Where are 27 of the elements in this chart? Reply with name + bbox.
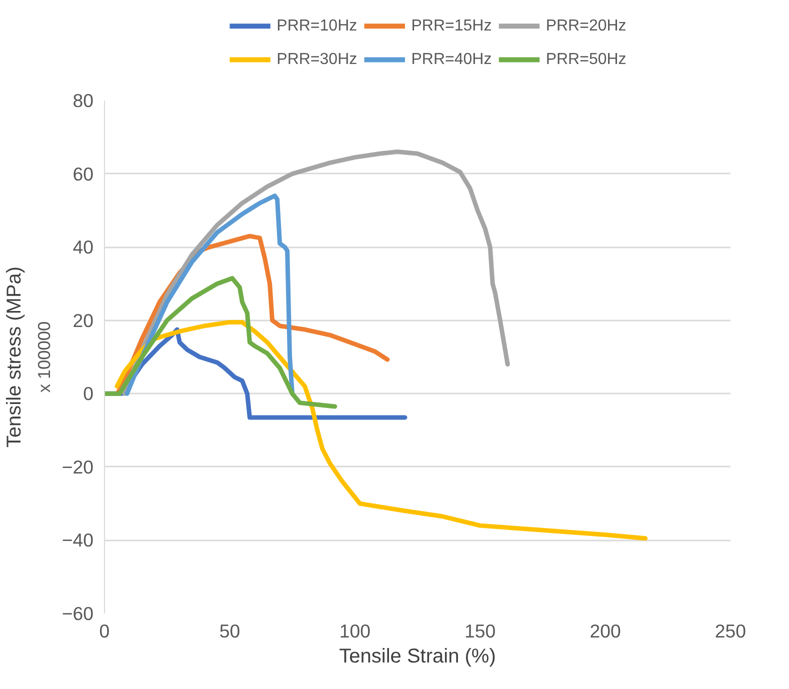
x-tick-label: 50 (219, 620, 240, 642)
legend-label: PRR=50Hz (546, 51, 626, 68)
y-axis-title: Tensile stress (MPa) (4, 266, 26, 448)
y-tick-label: 60 (72, 163, 94, 184)
line-series (122, 150, 510, 396)
y-tick-label: −60 (62, 603, 94, 624)
y-tick-label: 40 (72, 236, 94, 258)
y-tick-label: −40 (62, 530, 94, 551)
y-tick-label: 80 (72, 90, 94, 111)
legend-label: PRR=30Hz (276, 51, 358, 68)
legend-label: PRR=20Hz (546, 18, 626, 35)
x-tick-label: 250 (714, 620, 746, 642)
text: x 100000 (34, 321, 54, 393)
line-series (114, 320, 648, 541)
line-series (104, 276, 338, 409)
x-axis-title: Tensile Strain (%) (339, 646, 496, 668)
x-tick-label: 0 (99, 620, 110, 642)
legend-label: PRR=10Hz (276, 18, 358, 35)
x-tick-label: 200 (590, 620, 621, 642)
y-tick-label: 20 (72, 310, 94, 331)
legend-label: PRR=15Hz (411, 18, 492, 35)
x-tick-label: 100 (339, 620, 370, 642)
y-tick-label: 0 (83, 383, 94, 404)
x-tick-label: 150 (464, 620, 496, 642)
y-tick-label: −20 (62, 456, 94, 478)
line-series (124, 194, 295, 396)
legend-label: PRR=40Hz (411, 51, 492, 68)
